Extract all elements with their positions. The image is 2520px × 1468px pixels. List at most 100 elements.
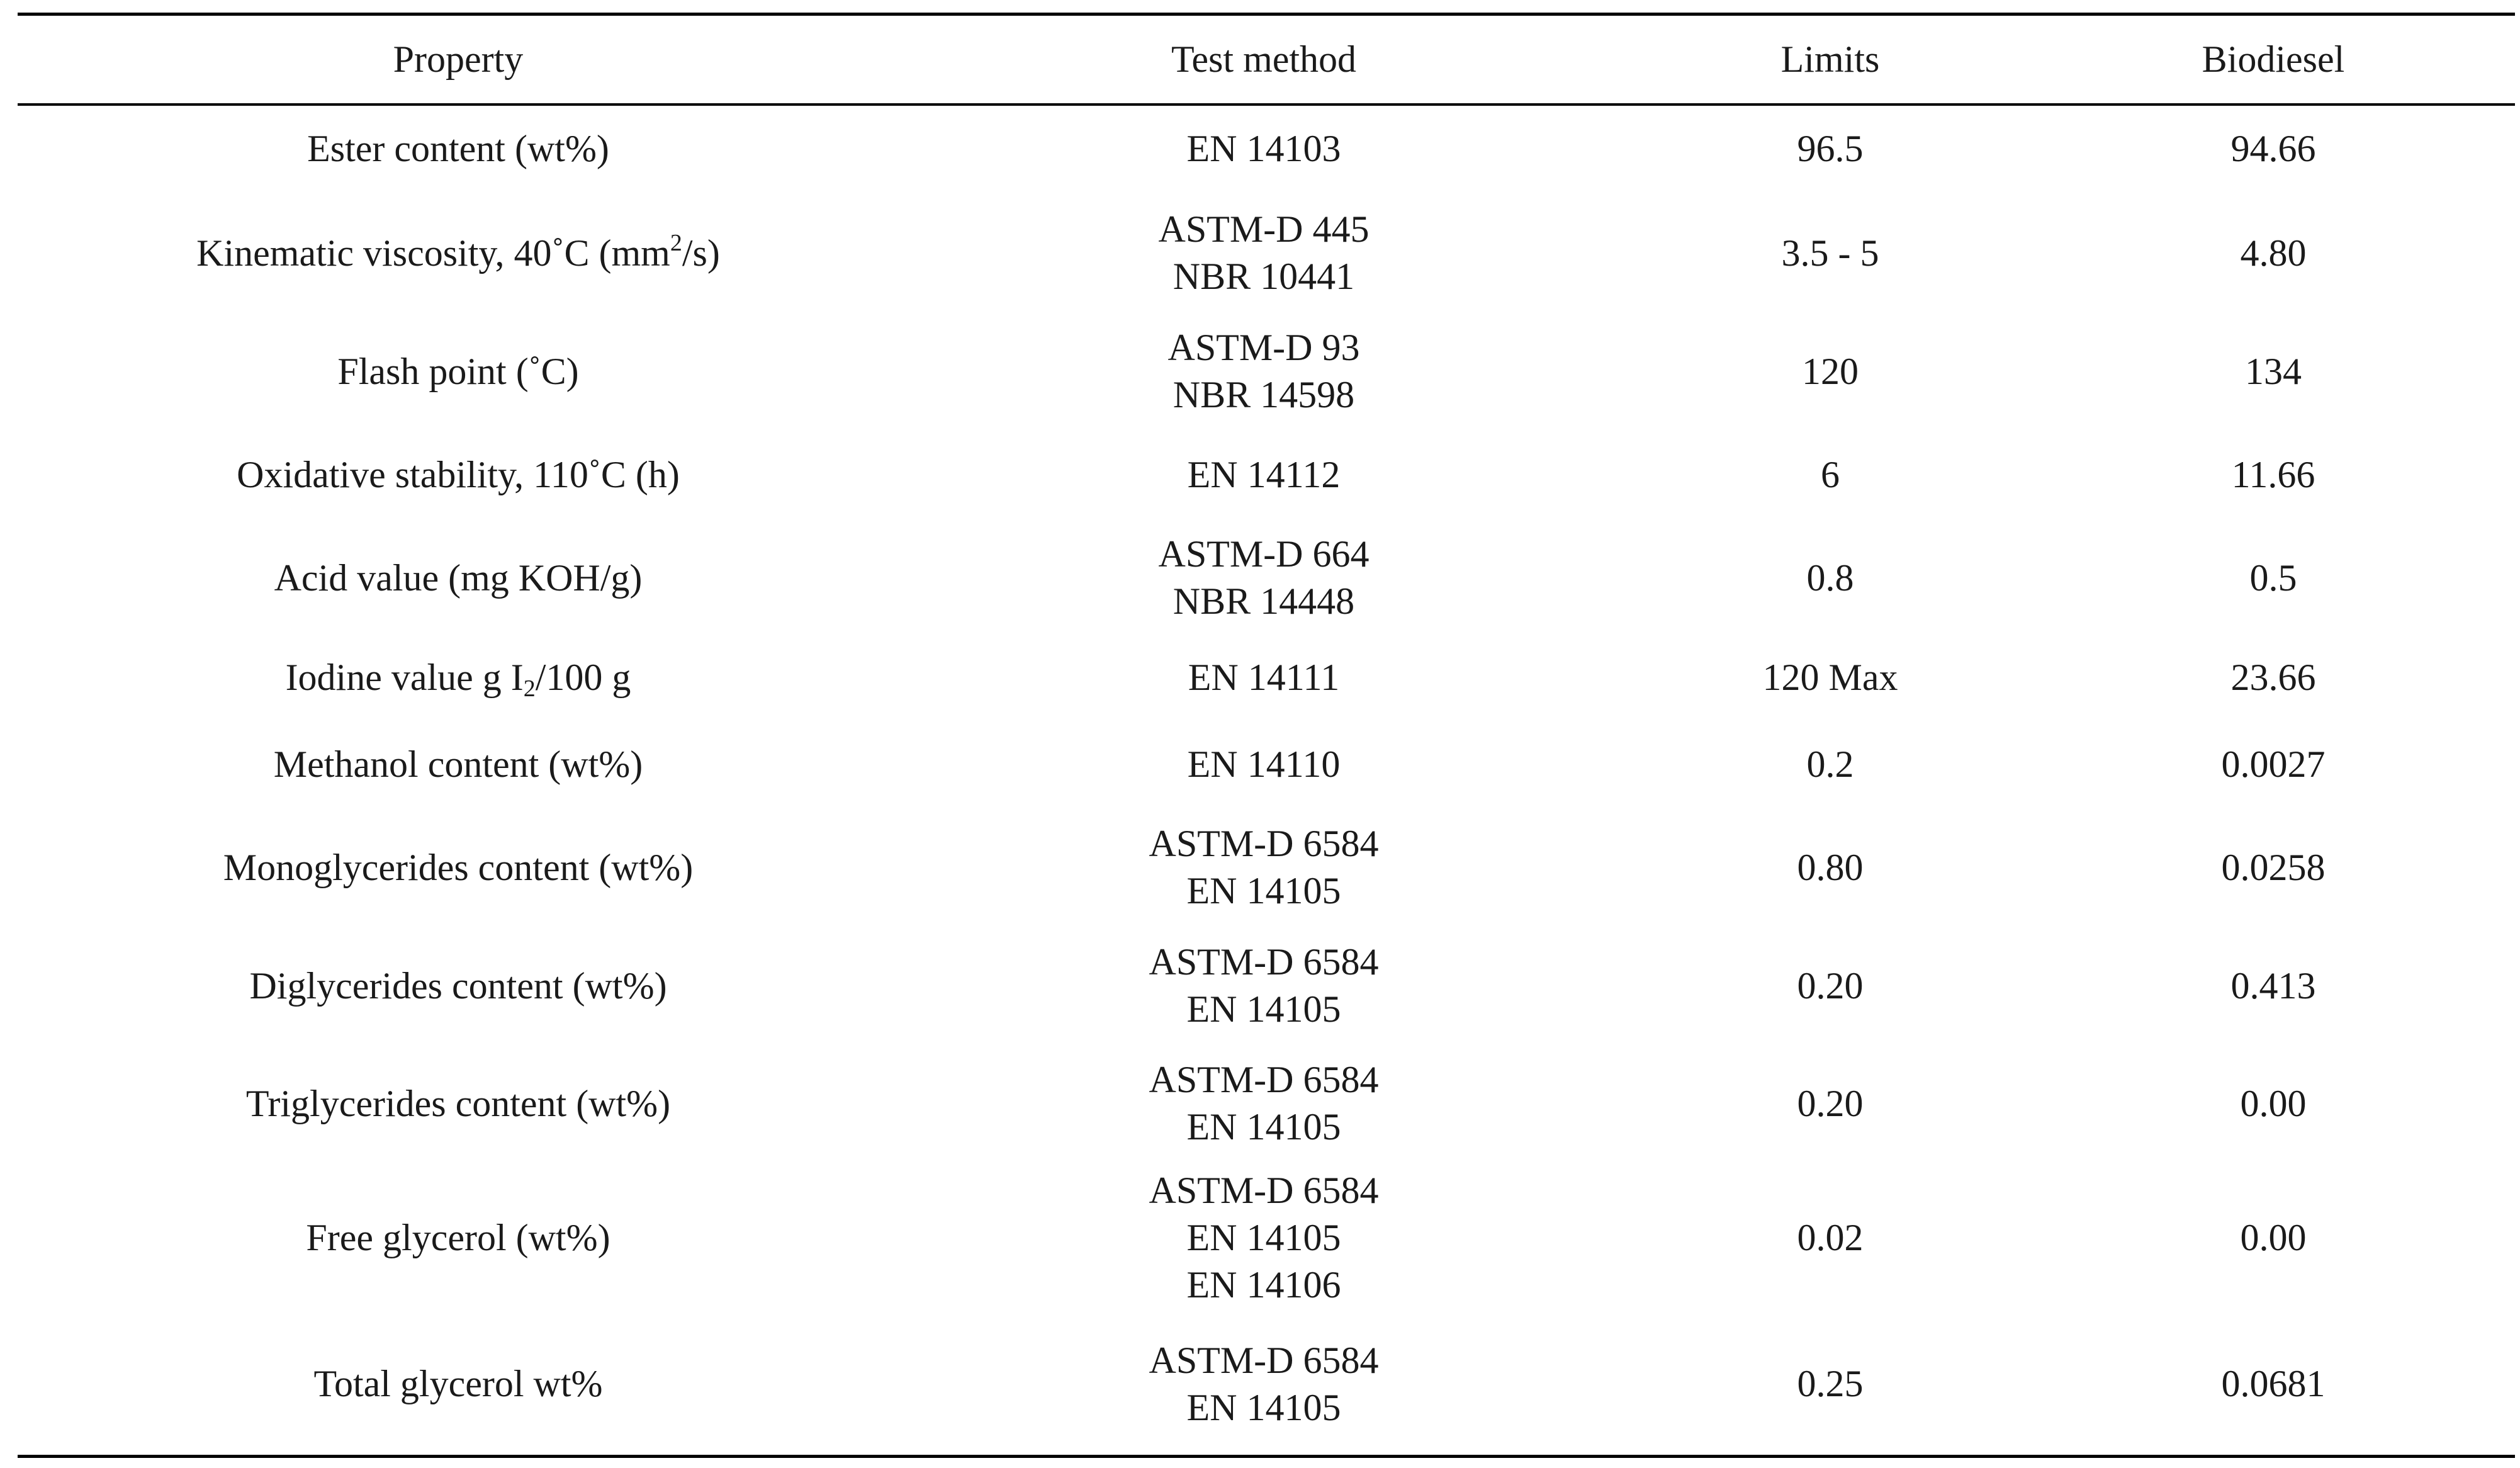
biodiesel-cell: 94.66 xyxy=(2230,127,2316,169)
property-cell: Iodine value g I2/100 g xyxy=(18,635,899,720)
property-text: Monoglycerides content (wt%) xyxy=(223,846,694,888)
test-method-line: EN 14106 xyxy=(1186,1263,1341,1306)
biodiesel-cell: 0.413 xyxy=(2230,964,2316,1007)
property-text-tail: /100 g xyxy=(535,656,631,698)
biodiesel-cell: 4.80 xyxy=(2240,232,2307,274)
header-property: Property xyxy=(393,38,524,80)
property-cell: Monoglycerides content (wt%) xyxy=(18,808,899,927)
test-method-cell: ASTM-D 93 NBR 14598 xyxy=(899,315,1629,428)
limits-cell: 0.25 xyxy=(1797,1363,1864,1404)
property-cell: Methanol content (wt%) xyxy=(18,720,899,808)
test-method-line: EN 14103 xyxy=(1186,127,1341,169)
test-method-line: EN 14112 xyxy=(1187,453,1341,495)
property-text-main: Iodine value g I xyxy=(285,656,524,698)
header-test-method: Test method xyxy=(1171,38,1357,80)
test-method-line: ASTM-D 6584 xyxy=(1149,1059,1379,1100)
biodiesel-cell: 11.66 xyxy=(2231,453,2315,495)
test-method-cell: ASTM-D 6584 EN 14105 xyxy=(899,1045,1629,1162)
biodiesel-cell: 0.00 xyxy=(2240,1216,2307,1258)
biodiesel-cell: 23.66 xyxy=(2230,656,2316,698)
limits-cell: 0.20 xyxy=(1797,1082,1864,1124)
test-method-cell: EN 14111 xyxy=(899,635,1629,720)
limits-cell: 0.80 xyxy=(1797,846,1864,888)
property-cell: Free glycerol (wt%) xyxy=(18,1162,899,1313)
test-method-line: ASTM-D 664 xyxy=(1158,533,1370,575)
property-text: Triglycerides content (wt%) xyxy=(245,1082,671,1124)
limits-cell: 120 xyxy=(1802,350,1859,392)
table-row: Diglycerides content (wt%) ASTM-D 6584 EN… xyxy=(18,927,2515,1045)
table-row: Kinematic viscosity, 40˚C (mm2/s) ASTM-D… xyxy=(18,191,2515,315)
limits-cell: 0.2 xyxy=(1806,743,1854,785)
test-method-line: ASTM-D 6584 xyxy=(1149,823,1379,864)
limits-cell: 120 Max xyxy=(1762,656,1898,698)
table-row: Flash point (˚C) ASTM-D 93 NBR 14598 120 … xyxy=(18,315,2515,428)
test-method-cell: ASTM-D 6584 EN 14105 xyxy=(899,808,1629,927)
biodiesel-cell: 0.5 xyxy=(2249,556,2297,599)
property-cell: Diglycerides content (wt%) xyxy=(18,927,899,1045)
table-row: Triglycerides content (wt%) ASTM-D 6584 E… xyxy=(18,1045,2515,1162)
test-method-line: ASTM-D 93 xyxy=(1167,327,1360,368)
table-row: Methanol content (wt%) EN 14110 0.2 0.00… xyxy=(18,720,2515,808)
limits-cell: 3.5 - 5 xyxy=(1781,232,1879,274)
biodiesel-cell: 0.00 xyxy=(2240,1082,2307,1124)
test-method-line: ASTM-D 6584 xyxy=(1149,1339,1379,1381)
table-row: Ester content (wt%) EN 14103 96.5 94.66 xyxy=(18,106,2515,191)
test-method-cell: EN 14110 xyxy=(899,720,1629,808)
property-cell: Oxidative stability, 110˚C (h) xyxy=(18,428,899,521)
test-method-cell: ASTM-D 6584 EN 14105 xyxy=(899,927,1629,1045)
test-method-line: EN 14105 xyxy=(1186,870,1341,912)
property-cell: Flash point (˚C) xyxy=(18,315,899,428)
superscript: 2 xyxy=(670,229,682,256)
table-header-rule xyxy=(18,103,2515,106)
property-cell: Ester content (wt%) xyxy=(18,106,899,191)
test-method-line: EN 14110 xyxy=(1187,743,1341,785)
table-bottom-rule xyxy=(18,1455,2515,1458)
property-text: Oxidative stability, 110˚C (h) xyxy=(237,453,680,495)
biodiesel-cell: 0.0681 xyxy=(2221,1363,2326,1404)
test-method-cell: ASTM-D 445 NBR 10441 xyxy=(899,191,1629,315)
subscript: 2 xyxy=(523,675,536,702)
property-text: Free glycerol (wt%) xyxy=(306,1216,610,1258)
test-method-line: ASTM-D 6584 xyxy=(1149,1169,1379,1211)
table-header-row: Property Test method Limits Biodiesel xyxy=(18,16,2515,103)
property-cell: Acid value (mg KOH/g) xyxy=(18,521,899,635)
property-text-main: Kinematic viscosity, 40˚C (mm xyxy=(196,232,670,274)
table-row: Total glycerol wt% ASTM-D 6584 EN 14105 0… xyxy=(18,1313,2515,1455)
test-method-line: NBR 14598 xyxy=(1173,374,1355,415)
test-method-cell: EN 14103 xyxy=(899,106,1629,191)
property-text: Acid value (mg KOH/g) xyxy=(274,556,643,599)
table-row: Free glycerol (wt%) ASTM-D 6584 EN 14105 E… xyxy=(18,1162,2515,1313)
limits-cell: 0.02 xyxy=(1797,1216,1864,1258)
test-method-line: NBR 10441 xyxy=(1173,256,1355,297)
header-limits: Limits xyxy=(1780,38,1880,80)
test-method-cell: EN 14112 xyxy=(899,428,1629,521)
property-text: Flash point (˚C) xyxy=(337,350,579,392)
test-method-line: NBR 14448 xyxy=(1173,580,1355,622)
table-row: Monoglycerides content (wt%) ASTM-D 6584… xyxy=(18,808,2515,927)
table-row: Iodine value g I2/100 g EN 14111 120 Max… xyxy=(18,635,2515,720)
property-cell: Total glycerol wt% xyxy=(18,1313,899,1455)
test-method-line: EN 14105 xyxy=(1186,1386,1341,1428)
table-top-rule xyxy=(18,13,2515,16)
test-method-cell: ASTM-D 664 NBR 14448 xyxy=(899,521,1629,635)
test-method-line: EN 14105 xyxy=(1186,1106,1341,1148)
header-biodiesel: Biodiesel xyxy=(2202,38,2345,80)
limits-cell: 6 xyxy=(1821,453,1840,495)
property-text: Total glycerol wt% xyxy=(313,1363,603,1404)
test-method-cell: ASTM-D 6584 EN 14105 xyxy=(899,1313,1629,1455)
biodiesel-cell: 0.0258 xyxy=(2221,846,2326,888)
property-text: Diglycerides content (wt%) xyxy=(249,964,667,1007)
property-text: Methanol content (wt%) xyxy=(273,743,643,785)
test-method-line: ASTM-D 445 xyxy=(1158,208,1370,250)
property-text: Kinematic viscosity, 40˚C (mm2/s) xyxy=(196,230,720,277)
test-method-line: ASTM-D 6584 xyxy=(1149,941,1379,983)
limits-cell: 0.20 xyxy=(1797,964,1864,1007)
property-cell: Kinematic viscosity, 40˚C (mm2/s) xyxy=(18,191,899,315)
test-method-line: EN 14105 xyxy=(1186,1216,1341,1258)
limits-cell: 0.8 xyxy=(1806,556,1854,599)
test-method-line: EN 14105 xyxy=(1186,988,1341,1030)
biodiesel-cell: 0.0027 xyxy=(2221,743,2326,785)
test-method-cell: ASTM-D 6584 EN 14105 EN 14106 xyxy=(899,1162,1629,1313)
limits-cell: 96.5 xyxy=(1797,127,1864,169)
property-text: Ester content (wt%) xyxy=(307,127,609,169)
